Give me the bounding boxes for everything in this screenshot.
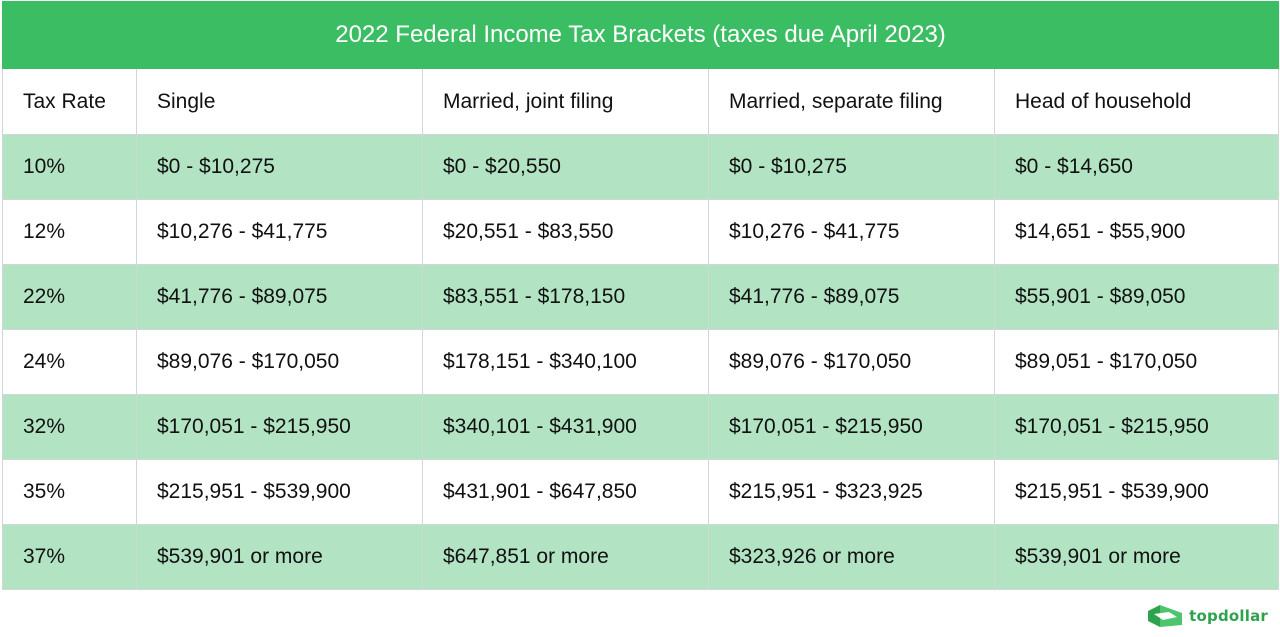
cell-married-separate: $170,051 - $215,950 (708, 394, 995, 460)
column-header-tax-rate: Tax Rate (2, 68, 137, 135)
cell-married-joint: $647,851 or more (422, 524, 709, 590)
tax-brackets-table: 2022 Federal Income Tax Brackets (taxes … (2, 1, 1279, 590)
cell-tax-rate: 12% (2, 199, 137, 265)
cell-head-of-household: $170,051 - $215,950 (994, 394, 1279, 460)
cell-single: $10,276 - $41,775 (136, 199, 423, 265)
cell-tax-rate: 10% (2, 134, 137, 200)
cell-head-of-household: $0 - $14,650 (994, 134, 1279, 200)
table-row: 35% $215,951 - $539,900 $431,901 - $647,85… (2, 459, 1279, 525)
cell-married-separate: $323,926 or more (708, 524, 995, 590)
cell-single: $215,951 - $539,900 (136, 459, 423, 525)
cell-tax-rate: 35% (2, 459, 137, 525)
cell-single: $41,776 - $89,075 (136, 264, 423, 330)
cell-tax-rate: 32% (2, 394, 137, 460)
cell-head-of-household: $215,951 - $539,900 (994, 459, 1279, 525)
cell-head-of-household: $14,651 - $55,900 (994, 199, 1279, 265)
cell-married-joint: $0 - $20,550 (422, 134, 709, 200)
table-row: 37% $539,901 or more $647,851 or more $323,… (2, 524, 1279, 590)
table-row: 32% $170,051 - $215,950 $340,101 - $431,90… (2, 394, 1279, 460)
topdollar-logo: topdollar (1147, 603, 1268, 629)
cell-head-of-household: $89,051 - $170,050 (994, 329, 1279, 395)
column-header-married-joint: Married, joint filing (422, 68, 709, 135)
cell-single: $0 - $10,275 (136, 134, 423, 200)
table-row: 24% $89,076 - $170,050 $178,151 - $340,100… (2, 329, 1279, 395)
cell-tax-rate: 22% (2, 264, 137, 330)
cell-married-joint: $178,151 - $340,100 (422, 329, 709, 395)
logo-text: topdollar (1189, 607, 1268, 625)
cell-married-joint: $340,101 - $431,900 (422, 394, 709, 460)
cell-married-separate: $89,076 - $170,050 (708, 329, 995, 395)
column-header-married-separate: Married, separate filing (708, 68, 995, 135)
table-row: 22% $41,776 - $89,075 $83,551 - $178,150 $4… (2, 264, 1279, 330)
cell-married-joint: $83,551 - $178,150 (422, 264, 709, 330)
cell-married-separate: $10,276 - $41,775 (708, 199, 995, 265)
table-row: 10% $0 - $10,275 $0 - $20,550 $0 - $10,275 $… (2, 134, 1279, 200)
column-header-single: Single (136, 68, 423, 135)
cell-single: $89,076 - $170,050 (136, 329, 423, 395)
table-title: 2022 Federal Income Tax Brackets (taxes … (2, 1, 1279, 69)
topdollar-logo-icon (1148, 605, 1183, 627)
cell-head-of-household: $55,901 - $89,050 (994, 264, 1279, 330)
table-row: 12% $10,276 - $41,775 $20,551 - $83,550 $10… (2, 199, 1279, 265)
cell-married-separate: $0 - $10,275 (708, 134, 995, 200)
cell-tax-rate: 37% (2, 524, 137, 590)
table-body: 10% $0 - $10,275 $0 - $20,550 $0 - $10,275 $… (2, 134, 1279, 590)
cell-married-joint: $431,901 - $647,850 (422, 459, 709, 525)
cell-married-separate: $215,951 - $323,925 (708, 459, 995, 525)
cell-single: $170,051 - $215,950 (136, 394, 423, 460)
cell-single: $539,901 or more (136, 524, 423, 590)
cell-head-of-household: $539,901 or more (994, 524, 1279, 590)
cell-tax-rate: 24% (2, 329, 137, 395)
cell-married-joint: $20,551 - $83,550 (422, 199, 709, 265)
column-header-head-of-household: Head of household (994, 68, 1279, 135)
cell-married-separate: $41,776 - $89,075 (708, 264, 995, 330)
